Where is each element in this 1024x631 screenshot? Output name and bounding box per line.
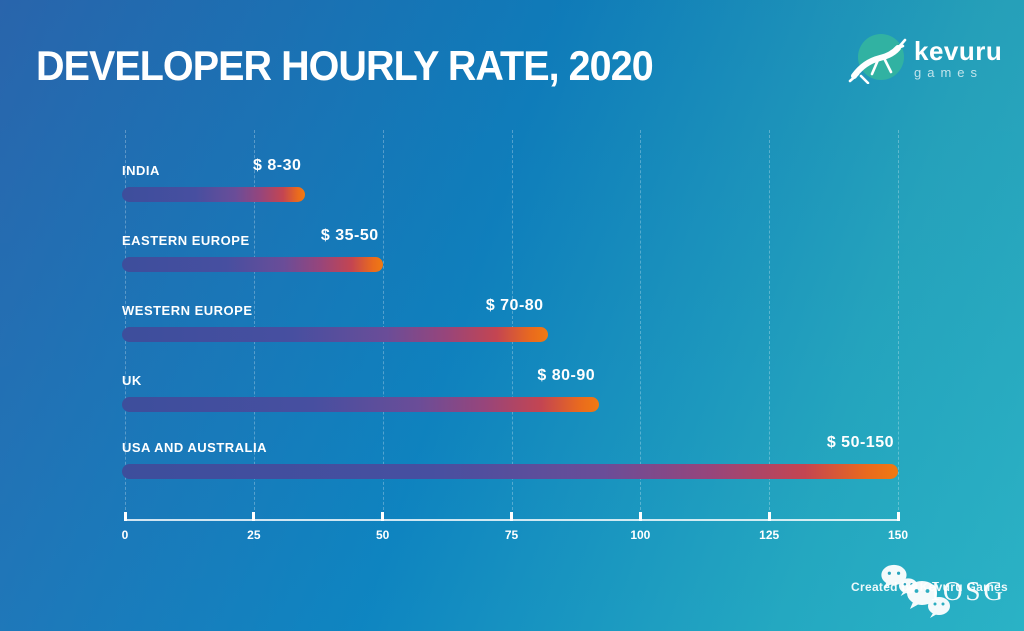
axis-tick-label: 50 xyxy=(375,528,390,542)
bar-row: EASTERN EUROPE $ 35-50 xyxy=(122,225,1024,285)
axis-tick-label: 150 xyxy=(887,528,909,542)
value-label: $ 35-50 xyxy=(320,227,379,244)
value-label: $ 50-150 xyxy=(826,434,894,451)
axis-tick-label: 0 xyxy=(121,528,129,542)
bar xyxy=(122,257,383,272)
axis-tick xyxy=(123,512,127,521)
axis-tick xyxy=(638,512,642,521)
logo-wordmark: kevuru games xyxy=(914,38,1002,80)
bar-row: INDIA $ 8-30 xyxy=(122,155,1024,215)
deer-icon xyxy=(848,38,907,84)
axis-tick xyxy=(767,512,771,521)
wechat-icon xyxy=(907,581,950,618)
value-label: $ 80-90 xyxy=(537,367,596,384)
watermark-text: IOSG xyxy=(931,576,1007,606)
category-label: UK xyxy=(122,373,142,388)
logo-brand-text: kevuru xyxy=(914,36,1003,66)
axis-tick xyxy=(510,512,513,521)
axis-tick xyxy=(252,512,256,521)
bar xyxy=(122,464,898,479)
category-label: USA AND AUSTRALIA xyxy=(122,440,267,455)
value-label: $ 70-80 xyxy=(485,297,544,314)
logo-sub-text: games xyxy=(914,65,984,80)
gridline xyxy=(511,130,513,520)
bar xyxy=(122,327,548,342)
value-label: $ 8-30 xyxy=(253,157,302,174)
bar-row: UK $ 80-90 xyxy=(122,365,1024,425)
category-label: WESTERN EUROPE xyxy=(122,303,253,318)
axis-tick xyxy=(896,512,900,521)
axis-tick-label: 25 xyxy=(247,528,261,542)
gridline xyxy=(898,130,899,520)
gridline xyxy=(769,130,771,520)
category-label: INDIA xyxy=(122,163,160,178)
bar-row: WESTERN EUROPE $ 70-80 xyxy=(122,295,1024,355)
gridline xyxy=(253,130,255,520)
kevuru-logo: kevuru games xyxy=(848,30,1018,92)
axis-tick-label: 100 xyxy=(630,528,651,542)
chart-title: DEVELOPER HOURLY RATE, 2020 xyxy=(36,42,654,89)
gridline xyxy=(640,130,642,520)
bar-row: USA AND AUSTRALIA $ 50-150 xyxy=(122,432,1024,492)
bar xyxy=(122,397,600,412)
bar xyxy=(122,187,306,202)
category-label: EASTERN EUROPE xyxy=(122,233,250,248)
gridline xyxy=(125,130,126,520)
wechat-icon xyxy=(881,564,918,596)
axis-tick-label: 75 xyxy=(504,528,519,542)
axis-tick xyxy=(381,512,385,521)
gridline xyxy=(382,130,384,520)
axis-tick-label: 125 xyxy=(759,528,780,542)
